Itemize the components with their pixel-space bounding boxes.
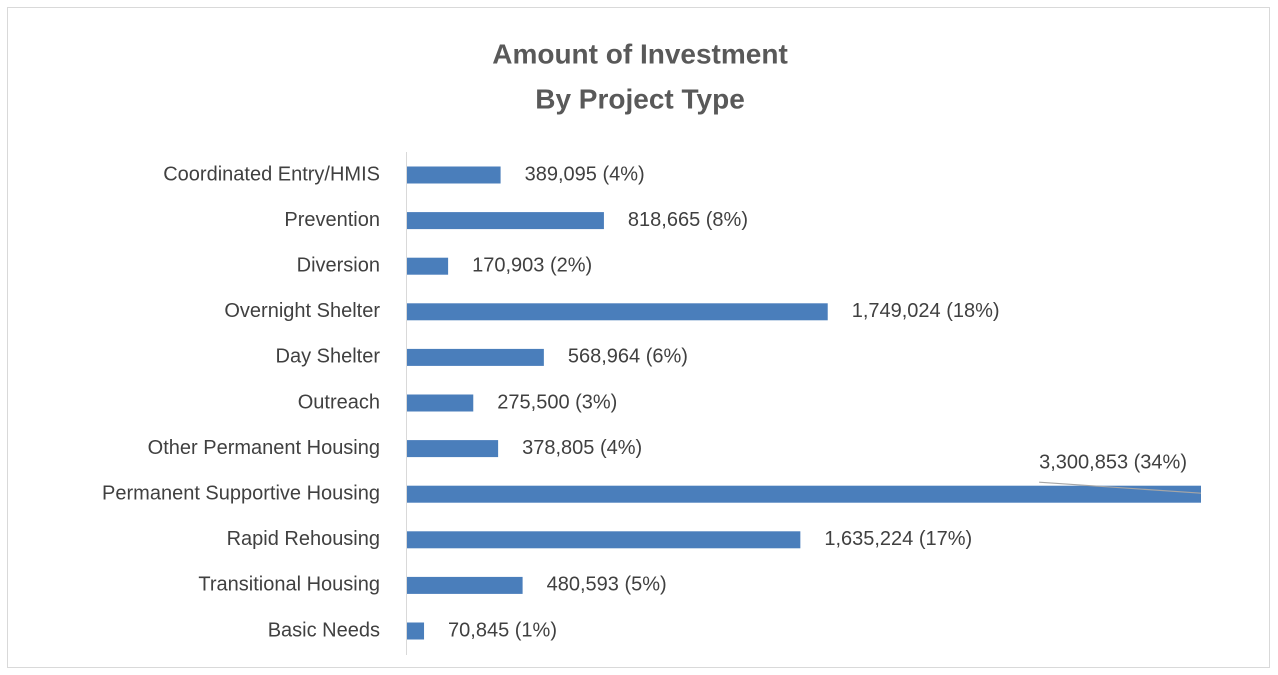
chart-border bbox=[7, 7, 1270, 668]
leader-line bbox=[1039, 481, 1202, 494]
chart-title: Amount of Investment bbox=[492, 38, 788, 69]
bar bbox=[407, 622, 425, 640]
bar bbox=[407, 531, 801, 549]
data-label: 818,665 (8%) bbox=[628, 209, 748, 231]
bar bbox=[407, 440, 499, 458]
bar bbox=[407, 394, 474, 412]
bar bbox=[407, 212, 604, 230]
data-label: 3,300,853 (34%) bbox=[1039, 451, 1187, 473]
data-label: 1,749,024 (18%) bbox=[852, 300, 1000, 322]
y-tick-label: Overnight Shelter bbox=[224, 300, 380, 322]
chart-title: By Project Type bbox=[535, 83, 745, 114]
y-tick-label: Day Shelter bbox=[276, 346, 381, 368]
bar bbox=[407, 257, 449, 275]
bar bbox=[407, 576, 523, 594]
data-label: 170,903 (2%) bbox=[472, 254, 592, 276]
data-label: 389,095 (4%) bbox=[525, 163, 645, 185]
data-label: 275,500 (3%) bbox=[497, 391, 617, 413]
y-tick-label: Prevention bbox=[284, 209, 380, 231]
bar bbox=[407, 485, 1201, 503]
data-label: 1,635,224 (17%) bbox=[824, 528, 972, 550]
y-tick-label: Permanent Supportive Housing bbox=[102, 482, 380, 504]
y-tick-label: Rapid Rehousing bbox=[227, 528, 380, 550]
bar bbox=[407, 303, 828, 321]
y-tick-label: Outreach bbox=[298, 391, 380, 413]
data-label: 568,964 (6%) bbox=[568, 346, 688, 368]
y-tick-label: Transitional Housing bbox=[198, 574, 380, 596]
y-tick-label: Basic Needs bbox=[268, 619, 380, 641]
bar bbox=[407, 166, 501, 184]
data-label: 480,593 (5%) bbox=[547, 574, 667, 596]
data-label: 378,805 (4%) bbox=[522, 437, 642, 459]
y-tick-label: Coordinated Entry/HMIS bbox=[163, 163, 380, 185]
y-tick-label: Other Permanent Housing bbox=[148, 437, 380, 459]
data-label: 70,845 (1%) bbox=[448, 619, 557, 641]
bar bbox=[407, 348, 544, 366]
y-tick-label: Diversion bbox=[297, 254, 380, 276]
